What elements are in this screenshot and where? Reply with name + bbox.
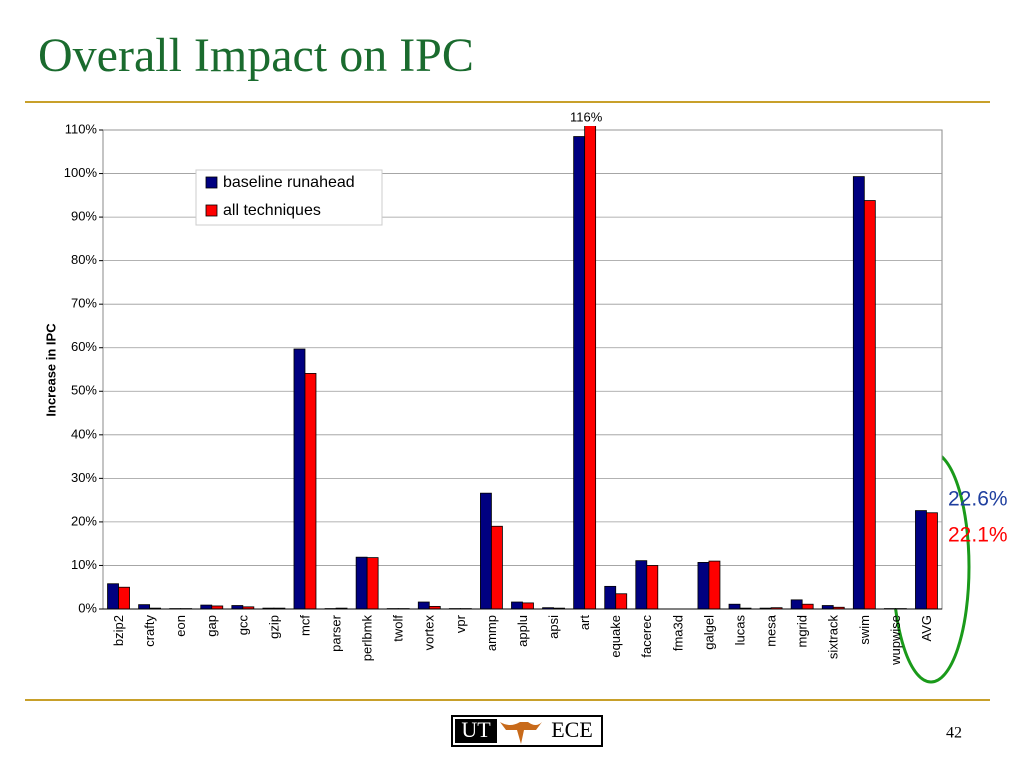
bar bbox=[118, 586, 130, 609]
legend-swatch bbox=[205, 204, 218, 217]
x-tick-label: vpr bbox=[453, 614, 468, 633]
y-tick-label: 100% bbox=[64, 165, 98, 180]
value-label: 116% bbox=[570, 109, 603, 124]
bar bbox=[522, 602, 534, 609]
bar bbox=[926, 512, 938, 609]
y-tick-label: 90% bbox=[71, 209, 97, 224]
legend bbox=[195, 169, 383, 226]
x-tick-label: art bbox=[577, 615, 592, 631]
bar bbox=[821, 605, 834, 609]
bar bbox=[304, 373, 317, 609]
value-label: 22.1% bbox=[948, 524, 1008, 547]
bar bbox=[242, 606, 255, 609]
bar bbox=[852, 176, 865, 609]
y-tick-label: 110% bbox=[65, 121, 98, 136]
x-tick-label: ammp bbox=[484, 615, 499, 651]
logo-text: UT bbox=[461, 717, 491, 742]
page-number: 42 bbox=[946, 725, 962, 742]
bar bbox=[138, 604, 151, 609]
y-tick-label: 60% bbox=[71, 339, 97, 354]
x-tick-label: bzip2 bbox=[111, 615, 126, 646]
x-tick-label: lucas bbox=[732, 615, 747, 646]
bars bbox=[107, 126, 938, 609]
bar bbox=[708, 560, 721, 609]
legend-label: baseline runahead bbox=[223, 174, 355, 191]
y-tick-label: 50% bbox=[71, 383, 97, 398]
x-tick-label: crafty bbox=[142, 615, 157, 647]
bar bbox=[491, 525, 503, 609]
legend-label: all techniques bbox=[223, 202, 321, 219]
bar bbox=[915, 510, 927, 609]
x-tick-label: mesa bbox=[764, 614, 779, 647]
logo-box bbox=[455, 719, 497, 743]
x-tick-label: galgel bbox=[701, 615, 716, 650]
bar bbox=[107, 583, 119, 609]
logo-text: ECE bbox=[551, 717, 593, 742]
bar bbox=[728, 603, 741, 609]
bar bbox=[355, 556, 368, 609]
x-tick-label: mcf bbox=[297, 615, 312, 636]
x-tick-label: applu bbox=[515, 615, 530, 647]
x-tick-label: equake bbox=[608, 615, 623, 658]
bar bbox=[511, 601, 523, 609]
y-tick-label: 0% bbox=[78, 600, 97, 615]
bar bbox=[480, 492, 492, 609]
x-tick-label: gap bbox=[204, 615, 219, 637]
x-tick-label: eon bbox=[173, 615, 188, 637]
bar bbox=[293, 348, 306, 609]
bar bbox=[200, 604, 213, 609]
y-tick-label: 30% bbox=[71, 470, 97, 485]
x-tick-label: gzip bbox=[266, 615, 281, 639]
y-tick-label: 40% bbox=[71, 426, 97, 441]
y-tick-label: 70% bbox=[71, 296, 97, 311]
bar bbox=[231, 605, 244, 609]
logo-icon bbox=[500, 722, 542, 744]
value-label: 22.6% bbox=[948, 488, 1008, 511]
x-tick-label: swim bbox=[857, 615, 872, 645]
bar bbox=[417, 601, 430, 609]
x-tick-label: vortex bbox=[422, 615, 437, 651]
x-tick-label: gcc bbox=[235, 615, 250, 636]
bar bbox=[770, 607, 783, 609]
x-tick-label: perlbmk bbox=[360, 615, 375, 662]
x-tick-label: twolf bbox=[391, 615, 406, 642]
y-tick-label: 10% bbox=[71, 557, 97, 572]
bar bbox=[790, 599, 803, 609]
slide-title: Overall Impact on IPC bbox=[38, 29, 474, 82]
legend-swatch bbox=[205, 176, 218, 189]
y-tick-label: 20% bbox=[71, 513, 97, 528]
bar bbox=[584, 126, 597, 609]
x-tick-label: AVG bbox=[919, 615, 934, 642]
bar bbox=[211, 605, 224, 609]
x-tick-label: facerec bbox=[639, 615, 654, 658]
bar bbox=[697, 562, 710, 609]
x-tick-label: fma3d bbox=[670, 615, 685, 651]
y-axis-label: Increase in IPC bbox=[43, 323, 58, 417]
bar bbox=[635, 560, 648, 609]
x-tick-label: parser bbox=[328, 614, 343, 652]
bar bbox=[646, 565, 659, 609]
bar bbox=[801, 603, 814, 609]
bar bbox=[863, 200, 876, 609]
bar bbox=[604, 585, 617, 609]
x-tick-label: wupwise bbox=[888, 615, 903, 666]
bar bbox=[366, 557, 379, 609]
bar bbox=[615, 593, 628, 609]
x-tick-label: apsi bbox=[546, 615, 561, 639]
x-tick-label: mgrid bbox=[795, 615, 810, 648]
bar bbox=[573, 136, 586, 609]
y-tick-label: 80% bbox=[71, 252, 97, 267]
x-tick-label: sixtrack bbox=[826, 615, 841, 660]
